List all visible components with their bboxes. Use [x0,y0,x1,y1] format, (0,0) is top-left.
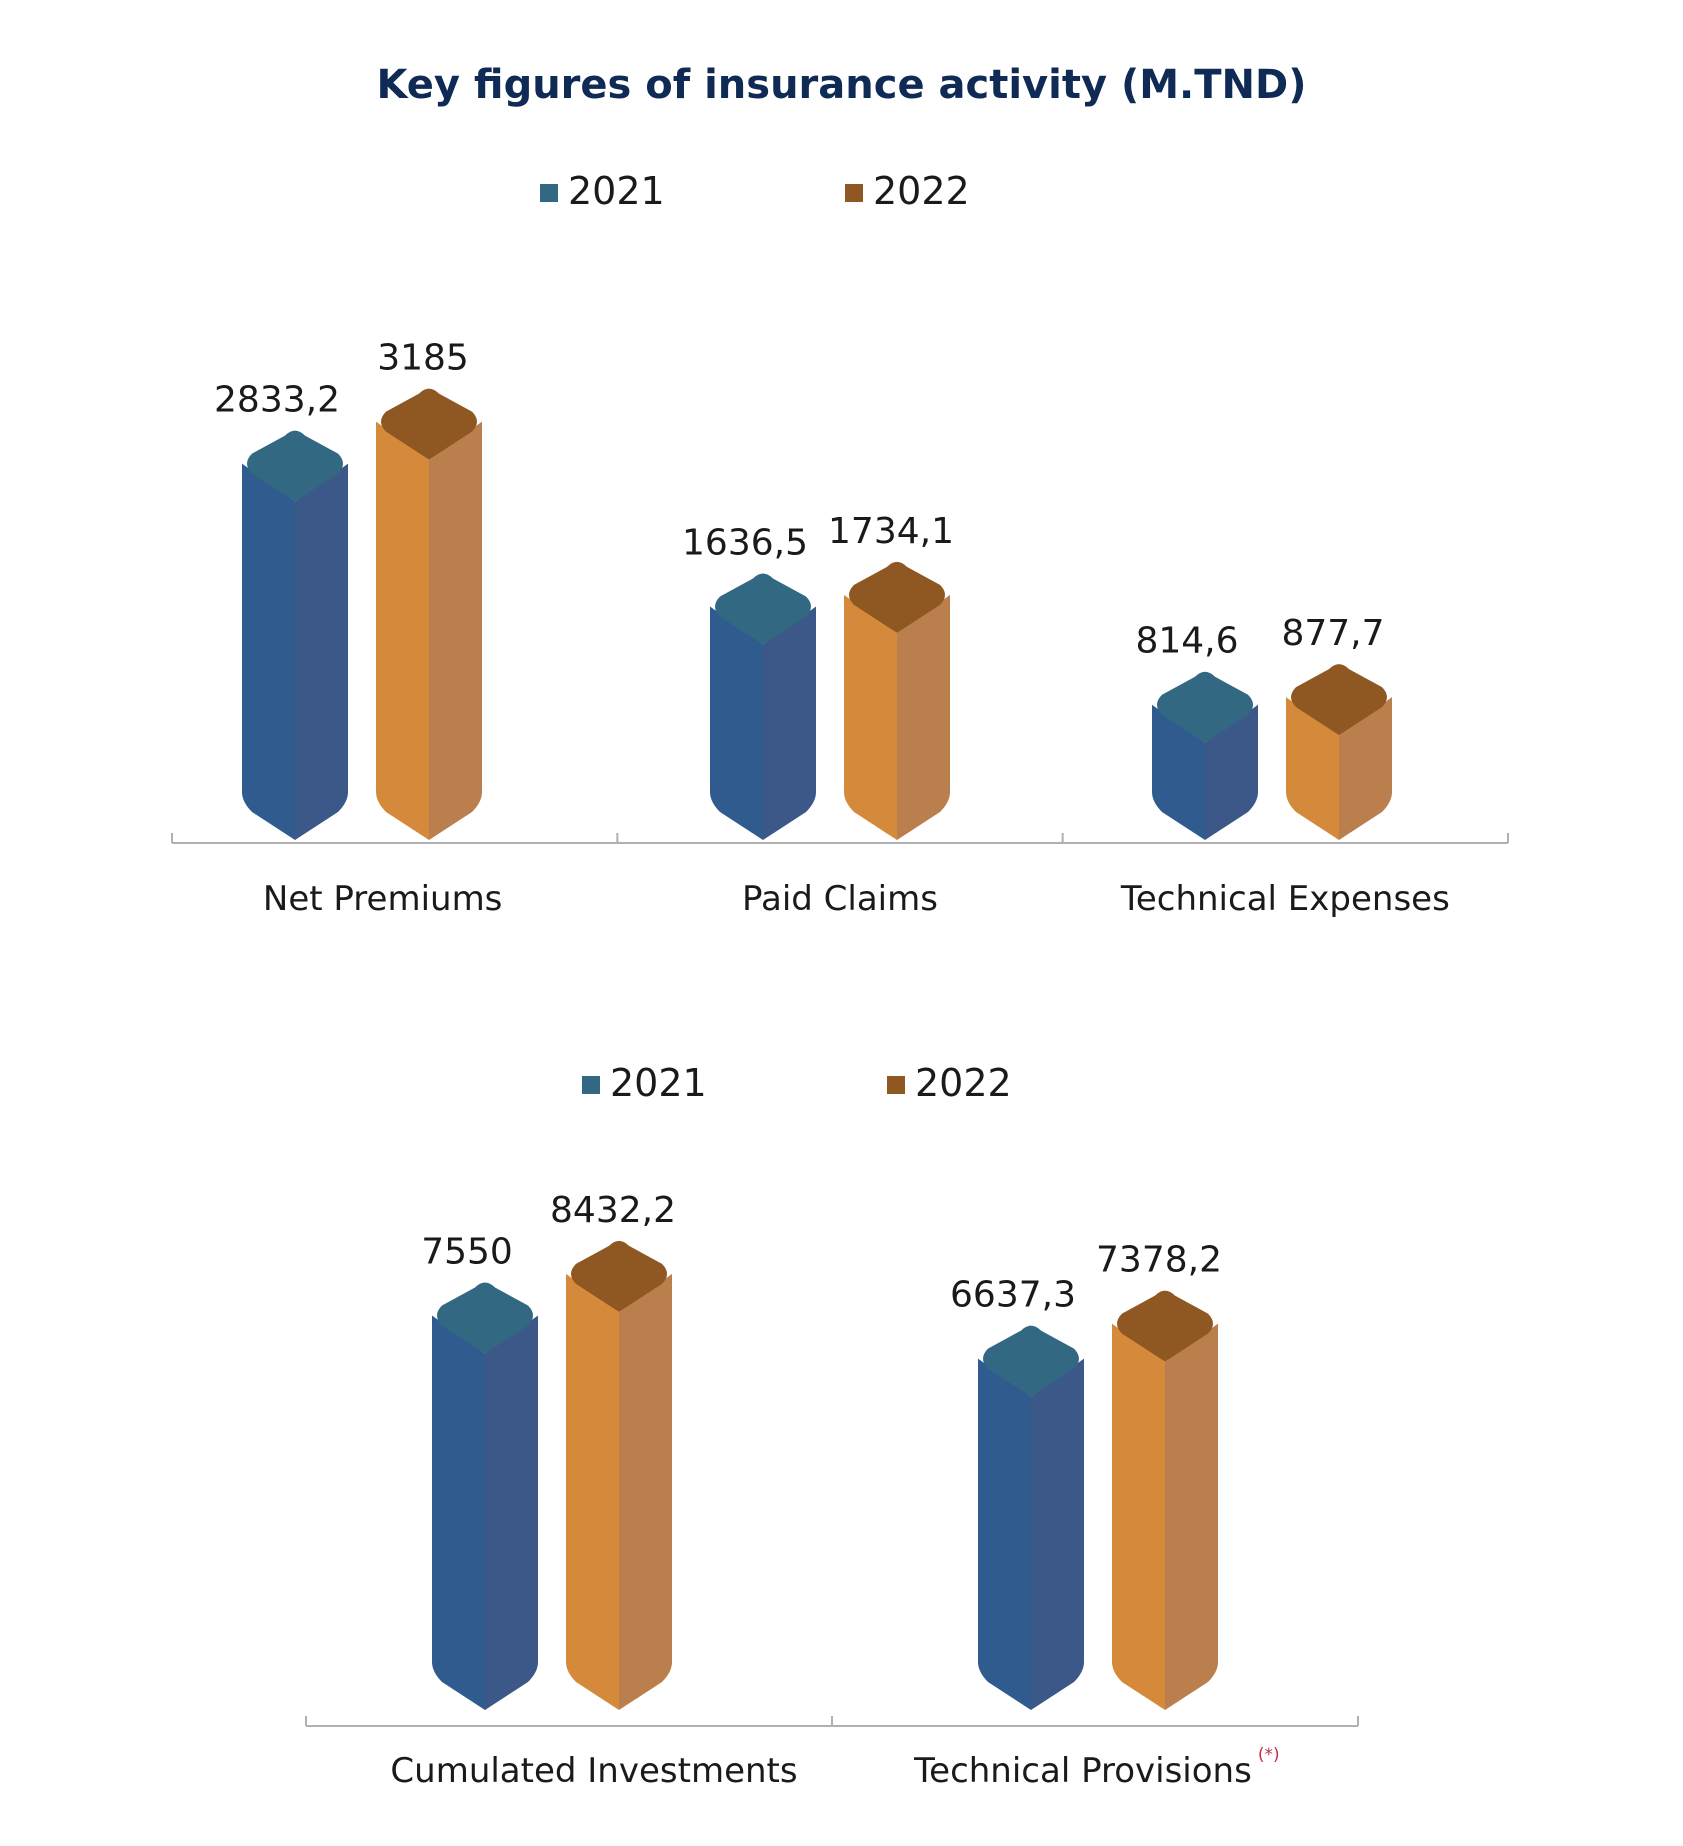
data-label: 7550 [421,1231,513,1272]
chart-1: 2021 2022 2833,2 3185 Net Premiums 1636,5 1734… [171,169,1509,919]
legend-label-2022: 2022 [915,1061,1012,1105]
data-label: 877,7 [1281,613,1384,654]
data-label: 3185 [377,338,469,379]
bar-2021-technical-expenses [1152,671,1258,840]
data-label: 6637,3 [950,1275,1076,1316]
data-label: 7378,2 [1096,1240,1222,1281]
bar-2022-technical-provisions [1112,1290,1218,1710]
bar-2021-cumulated-investments [432,1282,538,1710]
bar-2021-paid-claims [710,573,816,840]
chart-2: 2021 2022 7550 8432,2 Cumulated Investments 6… [305,1061,1359,1791]
category-label: Technical Provisions [913,1751,1252,1791]
chart-title: Key figures of insurance activity (M.TND… [376,62,1307,108]
legend-swatch-2021 [540,184,558,202]
bar-2021-technical-provisions [978,1325,1084,1710]
data-label: 814,6 [1135,621,1238,662]
data-label: 1636,5 [682,523,808,564]
legend-swatch-2022 [845,184,863,202]
legend-label-2021: 2021 [568,169,665,213]
data-label: 8432,2 [550,1190,676,1231]
bar-2021-net-premiums [242,430,348,840]
legend-swatch-2021 [582,1076,600,1094]
legend-swatch-2022 [887,1076,905,1094]
bar-2022-cumulated-investments [566,1240,672,1710]
data-label: 1734,1 [828,511,954,552]
data-label: 2833,2 [214,380,340,421]
category-label: Paid Claims [742,879,938,919]
bar-2022-technical-expenses [1286,664,1392,840]
bar-2022-paid-claims [844,561,950,840]
bar-2022-net-premiums [376,388,482,840]
category-label: Cumulated Investments [390,1751,797,1791]
category-label: Net Premiums [263,879,503,919]
category-label: Technical Expenses [1120,879,1450,919]
category-footnote-marker: (*) [1258,1745,1280,1765]
legend-label-2021: 2021 [610,1061,707,1105]
legend-label-2022: 2022 [873,169,970,213]
